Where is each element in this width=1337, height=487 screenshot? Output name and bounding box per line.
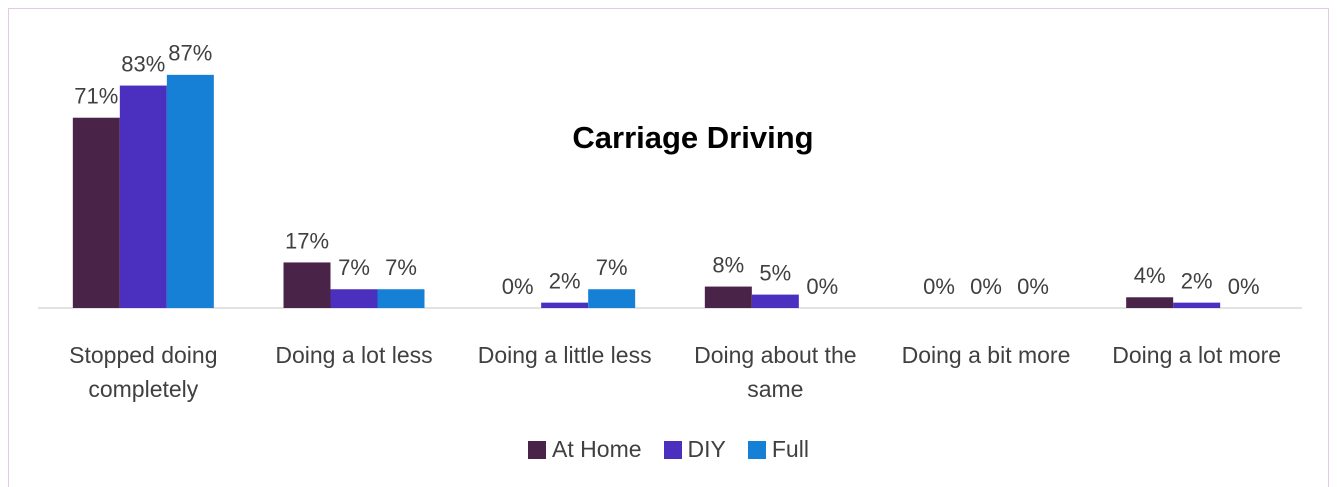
data-label: 7%	[385, 255, 417, 280]
legend-swatch	[747, 440, 766, 459]
bar	[166, 74, 214, 308]
legend-swatch	[528, 440, 547, 459]
bar	[377, 289, 425, 308]
legend-item: DIY	[663, 436, 726, 463]
data-label: 0%	[923, 274, 955, 299]
bar	[119, 85, 167, 308]
data-label: 0%	[1017, 274, 1049, 299]
bar	[751, 294, 799, 308]
data-label: 7%	[338, 255, 370, 280]
bar	[72, 117, 120, 308]
bar	[704, 286, 752, 308]
legend-item: Full	[747, 436, 809, 463]
data-label: 71%	[74, 84, 118, 109]
chart-border	[8, 8, 1329, 487]
data-label: 0%	[970, 274, 1002, 299]
legend-label: At Home	[552, 436, 642, 462]
data-label: 7%	[596, 255, 628, 280]
legend-label: DIY	[687, 436, 726, 462]
legend-item: At Home	[528, 436, 642, 463]
bar	[1126, 297, 1174, 308]
x-tick-label: Doing a bit more	[901, 342, 1071, 368]
bar	[1173, 302, 1221, 308]
bar	[588, 289, 636, 308]
data-label: 17%	[285, 228, 329, 253]
x-tick-label: Stopped doing completely	[69, 342, 218, 402]
x-tick-label: Doing a lot more	[1112, 342, 1282, 368]
data-label: 87%	[168, 41, 212, 66]
data-label: 0%	[1228, 274, 1260, 299]
bar	[541, 302, 589, 308]
legend: At Home DIY Full	[0, 436, 1337, 463]
bar	[330, 289, 378, 308]
x-tick-label: Doing a little less	[477, 342, 652, 368]
data-label: 83%	[121, 51, 165, 76]
x-tick-label: Doing a lot less	[275, 342, 433, 368]
data-label: 2%	[549, 268, 581, 293]
x-tick-label: Doing about the same	[694, 342, 857, 402]
chart-title: Carriage Driving	[572, 120, 813, 155]
data-label: 0%	[806, 274, 838, 299]
data-label: 5%	[759, 260, 791, 285]
data-label: 4%	[1134, 263, 1166, 288]
data-label: 8%	[712, 252, 744, 277]
bar	[283, 262, 331, 308]
data-label: 2%	[1181, 268, 1213, 293]
legend-swatch	[663, 440, 682, 459]
data-label: 0%	[502, 274, 534, 299]
legend-label: Full	[771, 436, 809, 462]
